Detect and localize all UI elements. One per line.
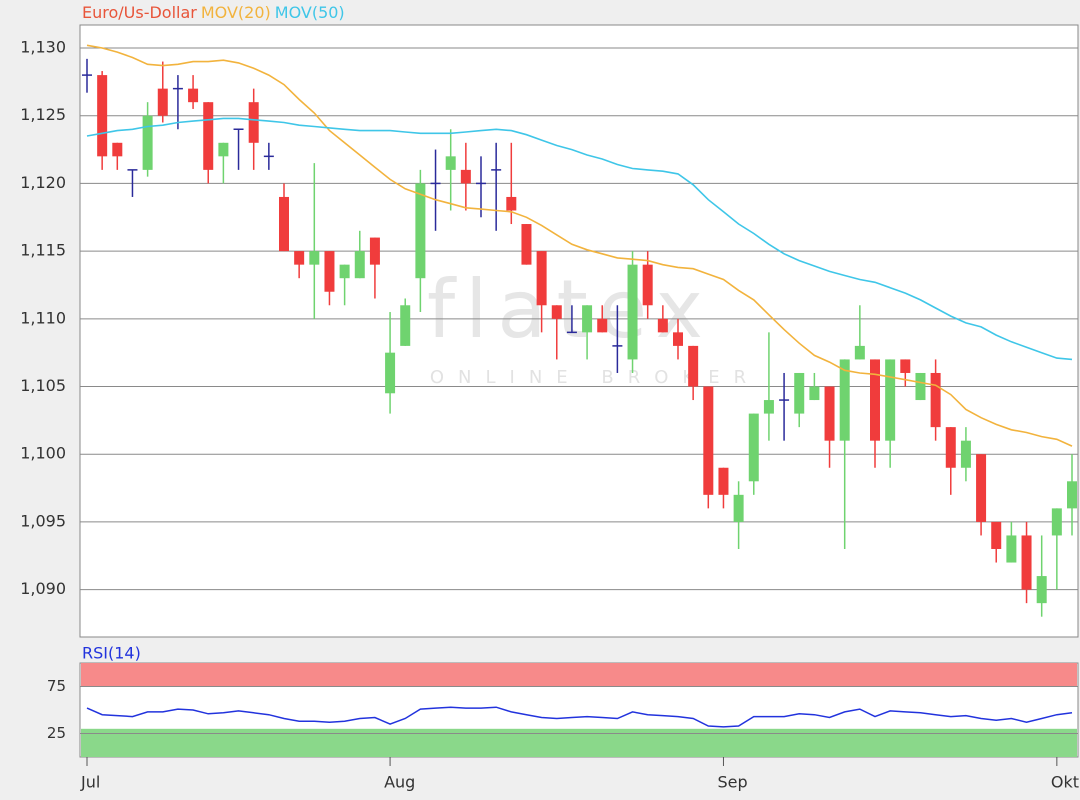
candle-body	[930, 372, 941, 428]
rsi-band	[81, 663, 1077, 687]
candle-body	[97, 75, 108, 157]
legend-entry: MOV(50)	[275, 3, 345, 22]
candle-body	[1021, 535, 1032, 590]
y-tick-label: 1,090	[20, 579, 66, 598]
candle-body	[673, 332, 683, 346]
candle-body	[900, 359, 911, 373]
watermark-title: flatex	[427, 263, 713, 356]
x-tick-label: Sep	[717, 773, 747, 792]
rsi-label: RSI(14)	[82, 644, 141, 663]
x-tick-label: Jul	[80, 773, 100, 792]
candle-body	[188, 88, 199, 103]
moving-average-line	[86, 44, 1073, 447]
candle-body	[354, 251, 365, 279]
rsi-line	[86, 706, 1073, 728]
candle-body	[369, 237, 380, 265]
candle-body	[657, 318, 668, 333]
candle-body	[445, 156, 456, 170]
y-tick-label: 75	[47, 677, 66, 695]
y-tick-label: 1,105	[20, 376, 66, 395]
candle-body	[733, 494, 744, 522]
candle-body	[597, 318, 608, 333]
candle-body	[824, 386, 835, 441]
candle-body	[142, 115, 153, 170]
candle-body	[976, 454, 987, 522]
candle-body	[385, 352, 396, 394]
legend-entry: MOV(20)	[201, 3, 271, 22]
candle-body	[521, 224, 532, 265]
candle-body	[324, 251, 335, 292]
candle-body	[794, 372, 805, 414]
candle-body	[203, 102, 214, 170]
watermark-subtitle: ONLINE BROKER	[430, 367, 760, 388]
y-tick-label: 1,110	[20, 308, 66, 327]
candle-body	[506, 196, 517, 211]
candle-body	[279, 196, 289, 252]
candle-body	[551, 305, 562, 319]
x-tick-label: Aug	[384, 773, 415, 792]
candle-body	[945, 427, 956, 468]
candle-body	[218, 142, 229, 157]
candle-body	[854, 345, 865, 360]
candle-body	[991, 521, 1002, 549]
candle-body	[627, 264, 638, 360]
candle-body	[400, 305, 411, 346]
x-tick-label: Okt	[1051, 773, 1079, 792]
candle-body	[748, 413, 759, 482]
price-plot-area	[79, 24, 1079, 638]
y-tick-label: 1,100	[20, 444, 66, 463]
candle-body	[839, 359, 850, 441]
candle-body	[703, 386, 714, 495]
y-tick-label: 1,115	[20, 241, 66, 260]
y-tick-label: 1,120	[20, 173, 66, 192]
y-tick-label: 1,125	[20, 105, 66, 124]
candle-body	[809, 386, 820, 401]
candle-body	[1067, 481, 1077, 509]
candle-body	[460, 169, 471, 184]
candle-body	[294, 251, 305, 265]
candle-body	[915, 372, 926, 401]
candle-body	[582, 305, 593, 333]
candle-body	[763, 400, 774, 414]
candle-body	[339, 264, 350, 279]
y-tick-label: 1,095	[20, 511, 66, 530]
moving-average-line	[86, 117, 1073, 361]
candle-body	[960, 440, 971, 468]
candle-body	[157, 88, 168, 116]
candle-body	[718, 467, 729, 495]
candle-body	[1006, 535, 1017, 563]
candle-body	[112, 142, 123, 157]
candle-body	[1051, 508, 1062, 536]
legend-entry: Euro/Us-Dollar	[82, 3, 197, 22]
candle-body	[1036, 576, 1047, 604]
candle-body	[642, 264, 653, 306]
candle-body	[885, 359, 896, 441]
y-tick-label: 1,130	[20, 38, 66, 57]
candle-body	[688, 345, 699, 387]
candle-body	[309, 251, 320, 265]
legend: Euro/Us-Dollar MOV(20) MOV(50)	[82, 3, 345, 22]
candle-body	[536, 251, 547, 306]
candle-body	[415, 183, 426, 279]
candle-body	[870, 359, 880, 441]
y-tick-label: 25	[47, 724, 66, 742]
candle-body	[248, 102, 259, 143]
